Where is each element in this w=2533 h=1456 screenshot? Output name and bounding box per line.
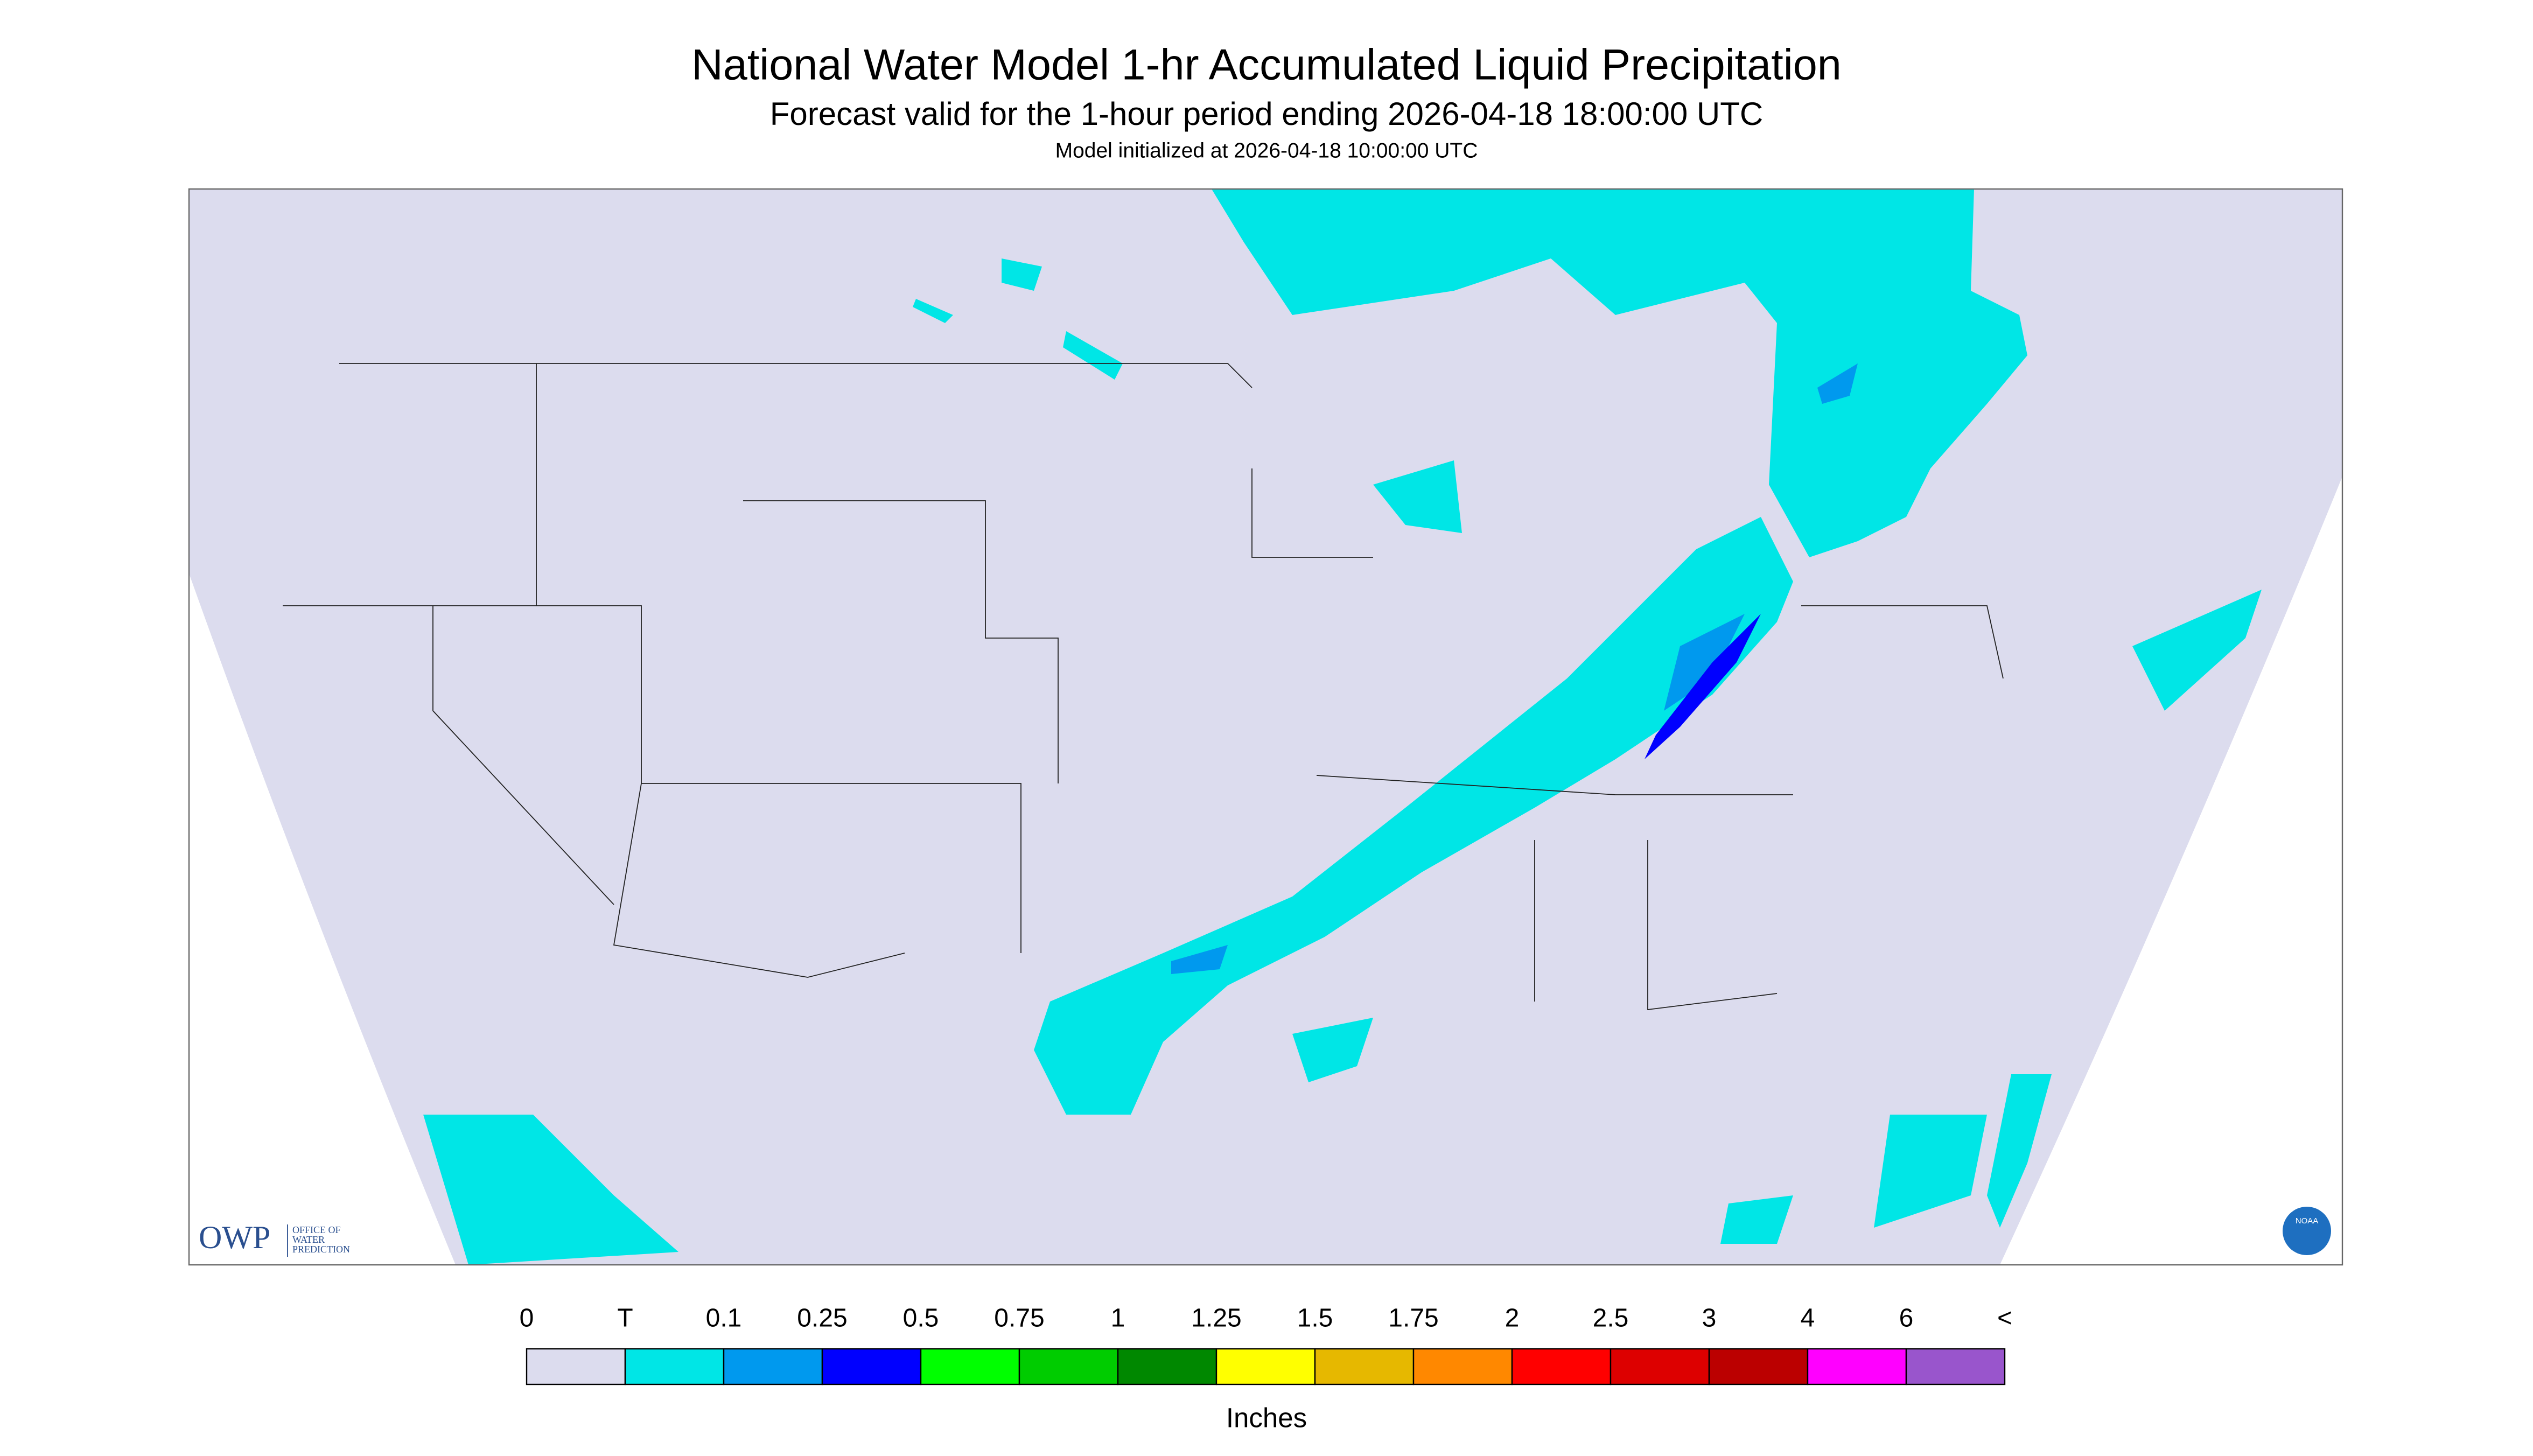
- legend-label: 4: [1801, 1304, 1815, 1333]
- subtitle: Forecast valid for the 1-hour period end…: [770, 96, 1763, 132]
- legend-swatch: [1905, 1348, 2006, 1385]
- owp-logo: OWP: [199, 1220, 270, 1255]
- map-frame: [188, 188, 2343, 1266]
- precip-trace: [423, 189, 2262, 1265]
- legend-label: 1.75: [1388, 1304, 1438, 1333]
- legend-swatch: [1117, 1348, 1217, 1385]
- legend: 0 T 0.1 0.25 0.5 0.75 1 1.25 1.5 1.75 2 2.5 3 4 6 <: [520, 1304, 2012, 1385]
- legend-swatch: [1018, 1348, 1119, 1385]
- legend-label: 3: [1702, 1304, 1717, 1333]
- legend-swatch: [920, 1348, 1020, 1385]
- legend-label: 6: [1899, 1304, 1914, 1333]
- legend-unit: Inches: [1226, 1402, 1307, 1433]
- legend-swatch: [624, 1348, 725, 1385]
- legend-label: 0: [520, 1304, 534, 1333]
- legend-label: 1: [1111, 1304, 1125, 1333]
- noaa-logo: [2283, 1207, 2331, 1256]
- legend-swatch: [1215, 1348, 1316, 1385]
- owp-name: OFFICE OF: [292, 1224, 341, 1235]
- map: OWP OFFICE OF WATER PREDICTION NOAA: [188, 188, 2343, 1266]
- precip-light: [1171, 363, 1858, 975]
- legend-label: 0.25: [797, 1304, 847, 1333]
- legend-label: 0.75: [994, 1304, 1044, 1333]
- boundaries: [283, 363, 2004, 1011]
- legend-label: T: [617, 1304, 633, 1333]
- precip-heavy: [1645, 614, 1761, 760]
- owp-name: PREDICTION: [292, 1244, 350, 1255]
- legend-label: <: [1997, 1304, 2012, 1333]
- legend-label: 0.5: [903, 1304, 939, 1333]
- legend-swatch: [526, 1348, 626, 1385]
- legend-swatch: [1807, 1348, 1907, 1385]
- legend-swatch: [1708, 1348, 1809, 1385]
- legend-label: 1.5: [1297, 1304, 1333, 1333]
- legend-swatch: [1314, 1348, 1415, 1385]
- legend-label: 1.25: [1191, 1304, 1241, 1333]
- legend-swatch: [1412, 1348, 1513, 1385]
- legend-label: 2: [1505, 1304, 1520, 1333]
- legend-swatch: [723, 1348, 823, 1385]
- legend-swatch: [821, 1348, 922, 1385]
- title: National Water Model 1-hr Accumulated Li…: [691, 40, 1842, 89]
- init-time: Model initialized at 2026-04-18 10:00:00…: [1055, 139, 1478, 162]
- legend-swatch: [1511, 1348, 1612, 1385]
- legend-label: 2.5: [1593, 1304, 1629, 1333]
- legend-label: 0.1: [706, 1304, 742, 1333]
- legend-swatch: [1610, 1348, 1710, 1385]
- noaa-logo-text: NOAA: [2296, 1216, 2319, 1226]
- owp-name: WATER: [292, 1234, 325, 1245]
